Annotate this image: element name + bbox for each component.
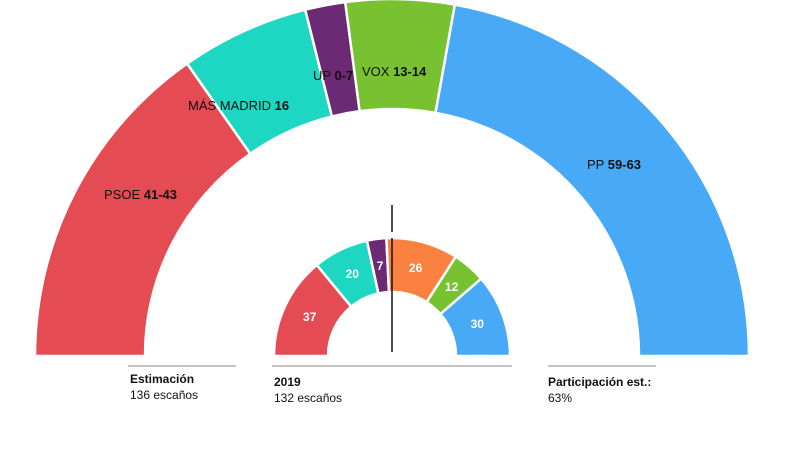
estimate-labels: PSOE 41-43 MÁS MADRID 16 UP 0-7 VOX 13-14 PP…: [104, 64, 641, 202]
participation-caption: Participación est.: 63%: [548, 374, 651, 406]
estimate-caption: Estimación 136 escaños: [130, 371, 198, 403]
2019-value-label-5: 30: [471, 317, 485, 331]
2019-arc-5: [438, 276, 512, 358]
estimate-party-name: UP: [313, 68, 334, 83]
estimate-party-name: PP: [587, 157, 608, 172]
participation-value: 63%: [548, 391, 573, 405]
estimate-party-name: VOX: [362, 64, 393, 79]
estimate-seat-range: 41-43: [144, 187, 177, 202]
2019-title: 2019: [274, 375, 301, 389]
estimate-seat-range: 0-7: [334, 68, 353, 83]
estimate-title: Estimación: [130, 372, 195, 386]
2019-value-label-1: 20: [346, 267, 360, 281]
2019-value-label-0: 37: [303, 310, 317, 324]
2019-value-label-4: 12: [445, 280, 459, 294]
estimate-party-name: PSOE: [104, 187, 144, 202]
estimate-label-0: PSOE 41-43: [104, 187, 177, 202]
participation-title: Participación est.:: [548, 375, 652, 389]
estimate-label-3: VOX 13-14: [362, 64, 427, 79]
2019-seats: 132 escaños: [274, 391, 343, 405]
2019-labels: 37 20 7 26 12 30: [303, 259, 484, 331]
estimate-seat-range: 16: [275, 98, 289, 113]
2019-caption: 2019 132 escaños: [274, 374, 342, 406]
estimate-arcs: [33, 0, 751, 358]
estimate-seat-range: 59-63: [608, 157, 641, 172]
estimate-party-name: MÁS MADRID: [188, 98, 275, 113]
2019-value-label-3: 26: [409, 261, 423, 275]
2019-arcs: [272, 236, 512, 358]
estimate-label-1: MÁS MADRID 16: [188, 98, 289, 113]
estimate-seats: 136 escaños: [130, 388, 199, 402]
estimate-label-4: PP 59-63: [587, 157, 641, 172]
estimate-arc-4: [434, 3, 751, 358]
estimate-label-2: UP 0-7: [313, 68, 353, 83]
estimate-seat-range: 13-14: [393, 64, 427, 79]
2019-value-label-2: 7: [377, 259, 384, 273]
